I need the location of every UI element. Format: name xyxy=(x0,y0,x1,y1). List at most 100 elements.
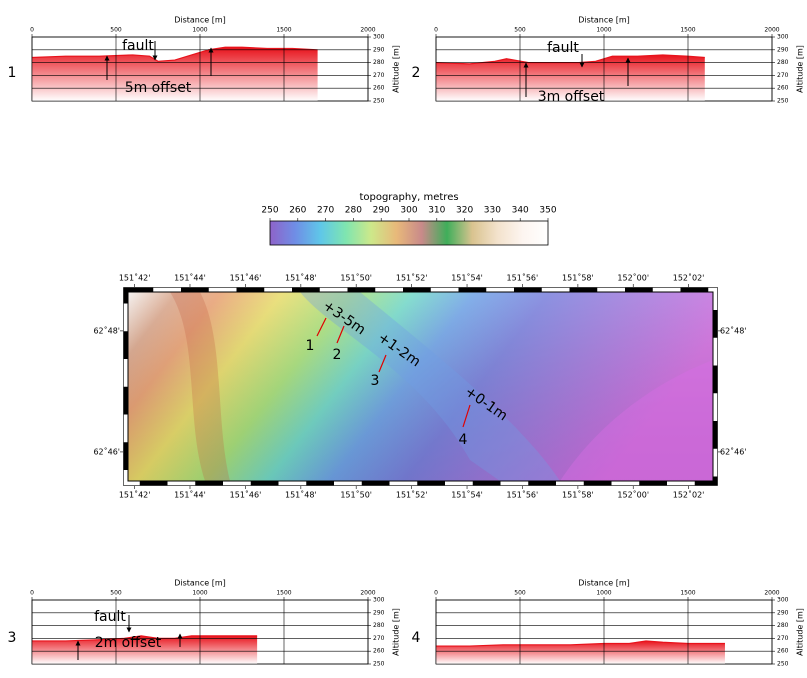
x-tick-label: 1000 xyxy=(192,27,207,34)
x-tick-label: 2000 xyxy=(360,27,375,34)
x-tick-label: 1500 xyxy=(276,27,291,34)
y-tick-label: 260 xyxy=(777,85,789,92)
y-tick-label: 270 xyxy=(373,635,385,642)
annotation: fault xyxy=(122,38,154,54)
y-tick-label: 250 xyxy=(373,661,385,668)
x-tick-label: 152˚02' xyxy=(673,490,705,500)
x-tick-label: 151˚58' xyxy=(562,490,594,500)
x-tick-label: 1000 xyxy=(596,590,611,597)
y-axis-title: Altitude [m] xyxy=(796,45,805,93)
x-tick-label: 151˚56' xyxy=(507,273,539,283)
colorbar-tick-label: 310 xyxy=(428,206,445,216)
annotation: 2m offset xyxy=(95,635,162,651)
colorbar-tick-label: 330 xyxy=(484,206,501,216)
profile-panel: 0500100015002000250260270280290300Distan… xyxy=(8,579,401,668)
y-tick-label: 260 xyxy=(373,85,385,92)
y-tick-label: 300 xyxy=(777,597,789,604)
annotation: fault xyxy=(94,609,126,625)
panel-label: 1 xyxy=(8,65,17,81)
x-axis-title: Distance [m] xyxy=(578,16,630,25)
map-annotation: 2 xyxy=(333,347,342,363)
x-axis-title: Distance [m] xyxy=(578,579,630,588)
y-tick-label: 280 xyxy=(373,622,385,629)
x-tick-label: 151˚42' xyxy=(119,273,151,283)
x-tick-label: 152˚02' xyxy=(673,273,705,283)
map-annotation: 1 xyxy=(306,338,315,354)
y-axis-title: Altitude [m] xyxy=(796,608,805,656)
y-tick-label: 280 xyxy=(777,59,789,66)
x-tick-label: 0 xyxy=(434,27,438,34)
map: 151˚42' 151˚42' 151˚44' 151˚44' 151˚46' 151˚4… xyxy=(93,273,746,500)
x-tick-label: 1500 xyxy=(680,27,695,34)
x-tick-label: 2000 xyxy=(764,590,779,597)
x-tick-label: 0 xyxy=(434,590,438,597)
y-axis-title: Altitude [m] xyxy=(392,608,401,656)
y-tick-label: 300 xyxy=(777,34,789,41)
annotation: 3m offset xyxy=(538,89,605,105)
y-tick-label: 280 xyxy=(777,622,789,629)
y-tick-label: 270 xyxy=(373,72,385,79)
x-tick-label: 151˚52' xyxy=(396,273,428,283)
x-tick-label: 151˚42' xyxy=(119,490,151,500)
colorbar-tick-label: 280 xyxy=(345,206,362,216)
y-tick-label: 300 xyxy=(373,34,385,41)
x-tick-label: 152˚00' xyxy=(617,273,649,283)
y-tick-label: 280 xyxy=(373,59,385,66)
x-tick-label: 151˚50' xyxy=(340,273,372,283)
x-tick-label: 500 xyxy=(514,27,526,34)
colorbar-tick-label: 300 xyxy=(400,206,417,216)
colorbar-tick-label: 260 xyxy=(289,206,306,216)
y-tick-label: 270 xyxy=(777,635,789,642)
map-annotation: 3 xyxy=(371,373,380,389)
x-tick-label: 151˚48' xyxy=(285,490,317,500)
y-tick-label: 270 xyxy=(777,72,789,79)
x-tick-label: 1000 xyxy=(192,590,207,597)
colorbar-tick-label: 350 xyxy=(539,206,556,216)
map-annotation: 4 xyxy=(459,432,468,448)
y-tick-label: 260 xyxy=(373,648,385,655)
x-tick-label: 500 xyxy=(514,590,526,597)
x-tick-label: 1500 xyxy=(680,590,695,597)
x-tick-label: 151˚58' xyxy=(562,273,594,283)
y-tick-label: 62˚46' xyxy=(720,446,747,456)
x-tick-label: 151˚44' xyxy=(174,490,206,500)
y-tick-label: 300 xyxy=(373,597,385,604)
y-tick-label: 250 xyxy=(777,98,789,105)
x-tick-label: 151˚46' xyxy=(230,490,262,500)
x-axis-title: Distance [m] xyxy=(174,579,226,588)
y-tick-label: 290 xyxy=(373,46,385,53)
y-axis-title: Altitude [m] xyxy=(392,45,401,93)
panel-label: 2 xyxy=(412,65,421,81)
colorbar: 250260270280290300310320330340350topogra… xyxy=(261,192,556,245)
colorbar-tick-label: 270 xyxy=(317,206,334,216)
y-tick-label: 290 xyxy=(777,609,789,616)
figure: 0500100015002000250260270280290300Distan… xyxy=(0,0,807,678)
y-tick-label: 290 xyxy=(373,609,385,616)
colorbar-tick-label: 290 xyxy=(373,206,390,216)
x-tick-label: 151˚52' xyxy=(396,490,428,500)
panel-label: 4 xyxy=(412,630,421,646)
x-tick-label: 151˚46' xyxy=(230,273,262,283)
x-tick-label: 151˚44' xyxy=(174,273,206,283)
colorbar-tick-label: 320 xyxy=(456,206,473,216)
x-tick-label: 500 xyxy=(110,590,122,597)
y-tick-label: 62˚48' xyxy=(93,325,120,335)
x-tick-label: 151˚54' xyxy=(451,273,483,283)
x-tick-label: 152˚00' xyxy=(617,490,649,500)
x-tick-label: 500 xyxy=(110,27,122,34)
x-tick-label: 151˚48' xyxy=(285,273,317,283)
annotation: 5m offset xyxy=(125,80,192,96)
x-tick-label: 151˚56' xyxy=(507,490,539,500)
x-tick-label: 151˚54' xyxy=(451,490,483,500)
colorbar-title: topography, metres xyxy=(359,192,458,203)
colorbar-tick-label: 250 xyxy=(261,206,278,216)
x-tick-label: 151˚50' xyxy=(340,490,372,500)
y-tick-label: 250 xyxy=(373,98,385,105)
x-tick-label: 2000 xyxy=(360,590,375,597)
annotation: fault xyxy=(547,40,579,56)
x-tick-label: 2000 xyxy=(764,27,779,34)
x-tick-label: 0 xyxy=(30,27,34,34)
